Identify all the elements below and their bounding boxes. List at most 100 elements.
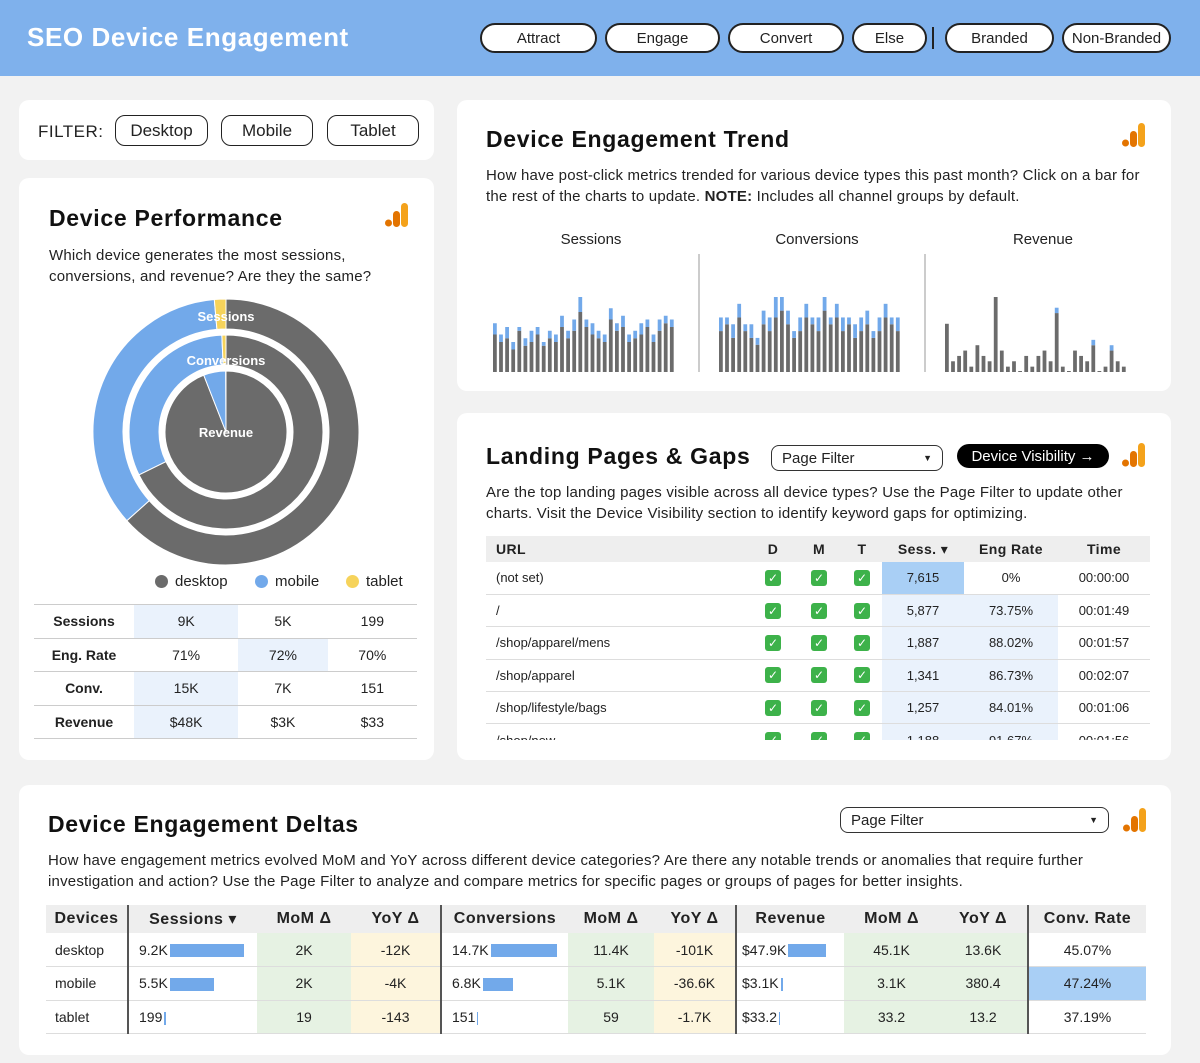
col-sessions-mom[interactable]: MoM Δ (257, 905, 351, 933)
trend-bar-desktop[interactable] (981, 355, 986, 372)
trend-bar-desktop[interactable] (1067, 371, 1071, 372)
trend-bar-desktop[interactable] (847, 324, 851, 372)
trend-bar-desktop[interactable] (780, 310, 784, 372)
trend-bar-mobile[interactable] (792, 331, 796, 338)
trend-bar-mobile[interactable] (1091, 339, 1096, 346)
trend-bar-desktop[interactable] (511, 349, 516, 373)
trend-bar-desktop[interactable] (1024, 355, 1029, 372)
trend-bar-desktop[interactable] (645, 327, 650, 372)
trend-bar-mobile[interactable] (865, 310, 870, 325)
trend-bar-desktop[interactable] (865, 324, 870, 372)
trend-bar-desktop[interactable] (1012, 361, 1016, 372)
trend-bar-mobile[interactable] (499, 334, 503, 343)
trend-bar-mobile[interactable] (596, 330, 601, 339)
trend-bar-mobile[interactable] (749, 324, 754, 338)
trend-bar-desktop[interactable] (951, 361, 955, 372)
trend-bar-mobile[interactable] (816, 317, 821, 332)
trend-bar-mobile[interactable] (883, 303, 888, 318)
trend-bar-mobile[interactable] (541, 342, 546, 346)
trend-bar-desktop[interactable] (834, 317, 839, 372)
trend-bar-mobile[interactable] (566, 330, 570, 339)
trend-bar-mobile[interactable] (761, 310, 766, 325)
trend-bar-desktop[interactable] (963, 350, 968, 372)
trend-bar-desktop[interactable] (584, 327, 589, 372)
trend-bar-desktop[interactable] (719, 331, 723, 372)
url-cell[interactable]: (not set) (486, 562, 750, 595)
col-conv-rate[interactable]: Conv. Rate (1027, 905, 1146, 933)
trend-bar-desktop[interactable] (987, 361, 992, 372)
trend-bar-desktop[interactable] (725, 324, 729, 372)
trend-bar-mobile[interactable] (877, 317, 882, 332)
trend-bar-desktop[interactable] (523, 345, 528, 372)
trend-bar-desktop[interactable] (877, 331, 882, 372)
col-tablet[interactable]: T (842, 536, 882, 562)
trend-bar-mobile[interactable] (608, 308, 613, 320)
trend-bar-desktop[interactable] (804, 317, 809, 372)
trend-bar-mobile[interactable] (554, 334, 558, 343)
trend-bar-desktop[interactable] (1054, 313, 1059, 372)
trend-bar-desktop[interactable] (871, 337, 876, 372)
table-row[interactable]: /shop/apparel/mens ✓ ✓ ✓ 1,887 88.02% 00:01:57 (486, 626, 1150, 660)
trend-bar-desktop[interactable] (493, 334, 497, 373)
trend-bar-desktop[interactable] (621, 327, 625, 372)
trend-bar-desktop[interactable] (810, 324, 815, 372)
trend-bar-mobile[interactable] (786, 310, 790, 325)
device-donut-chart[interactable]: Sessions Conversions Revenue (90, 296, 362, 568)
table-row[interactable]: mobile 5.5K 2K -4K 6.8K 5.1K -36.6K $3.1K 3.1K 38… (46, 966, 1146, 1001)
trend-bar-desktop[interactable] (1109, 350, 1114, 372)
trend-bar-desktop[interactable] (1085, 361, 1090, 372)
trend-bar-desktop[interactable] (853, 337, 857, 372)
trend-bar-desktop[interactable] (1115, 361, 1120, 372)
trend-bar-mobile[interactable] (841, 317, 845, 332)
col-conversions[interactable]: Conversions (440, 905, 568, 933)
donut-slice-desktop[interactable] (138, 334, 324, 530)
trend-bar-mobile[interactable] (889, 317, 894, 325)
col-desktop[interactable]: D (750, 536, 796, 562)
branded-button[interactable]: Branded (945, 23, 1054, 53)
donut-slice-tablet[interactable] (221, 334, 227, 366)
col-mobile[interactable]: M (796, 536, 842, 562)
donut-slice-desktop[interactable] (126, 298, 360, 566)
trend-bar-desktop[interactable] (841, 331, 845, 372)
trend-bar-mobile[interactable] (853, 324, 857, 338)
trend-bar-mobile[interactable] (615, 323, 619, 331)
non-branded-button[interactable]: Non-Branded (1062, 23, 1171, 53)
trend-bar-mobile[interactable] (627, 334, 631, 343)
trend-bar-desktop[interactable] (737, 317, 742, 372)
trend-bar-desktop[interactable] (535, 334, 540, 373)
trend-bar-mobile[interactable] (743, 324, 748, 332)
trend-bar-desktop[interactable] (816, 331, 821, 372)
trend-bar-mobile[interactable] (755, 337, 760, 345)
table-row[interactable]: /shop/apparel ✓ ✓ ✓ 1,341 86.73% 00:02:07 (486, 659, 1150, 693)
page-filter-select[interactable]: Page Filter ▼ (771, 445, 943, 471)
trend-bar-desktop[interactable] (993, 297, 998, 372)
trend-bar-mobile[interactable] (511, 342, 516, 350)
tab-else[interactable]: Else (852, 23, 927, 53)
col-sessions-sort[interactable]: Sessions ▾ (127, 905, 257, 933)
tab-engage[interactable]: Engage (605, 23, 720, 53)
trend-bar-desktop[interactable] (529, 342, 534, 372)
trend-bar-desktop[interactable] (554, 342, 558, 372)
trend-bar-mobile[interactable] (584, 319, 589, 328)
revenue-trend-chart[interactable] (942, 250, 1132, 375)
trend-bar-desktop[interactable] (828, 324, 833, 372)
url-cell[interactable]: /shop/new (486, 723, 750, 740)
trend-bar-desktop[interactable] (969, 366, 974, 372)
trend-bar-mobile[interactable] (590, 323, 595, 335)
filter-tablet[interactable]: Tablet (327, 115, 419, 146)
donut-slice-tablet[interactable] (213, 298, 227, 330)
trend-bar-mobile[interactable] (822, 297, 827, 311)
trend-bar-mobile[interactable] (602, 334, 607, 343)
trend-bar-desktop[interactable] (798, 331, 803, 372)
trend-bar-desktop[interactable] (767, 331, 772, 372)
trend-bar-mobile[interactable] (633, 330, 638, 339)
url-cell[interactable]: /shop/apparel (486, 659, 750, 693)
trend-bar-desktop[interactable] (505, 338, 509, 372)
url-cell[interactable]: /shop/lifestyle/bags (486, 691, 750, 725)
trend-bar-desktop[interactable] (547, 338, 552, 372)
trend-bar-desktop[interactable] (590, 334, 595, 373)
trend-bar-desktop[interactable] (560, 327, 564, 372)
trend-bar-desktop[interactable] (608, 319, 613, 373)
url-cell[interactable]: / (486, 594, 750, 628)
trend-bar-desktop[interactable] (669, 327, 674, 372)
